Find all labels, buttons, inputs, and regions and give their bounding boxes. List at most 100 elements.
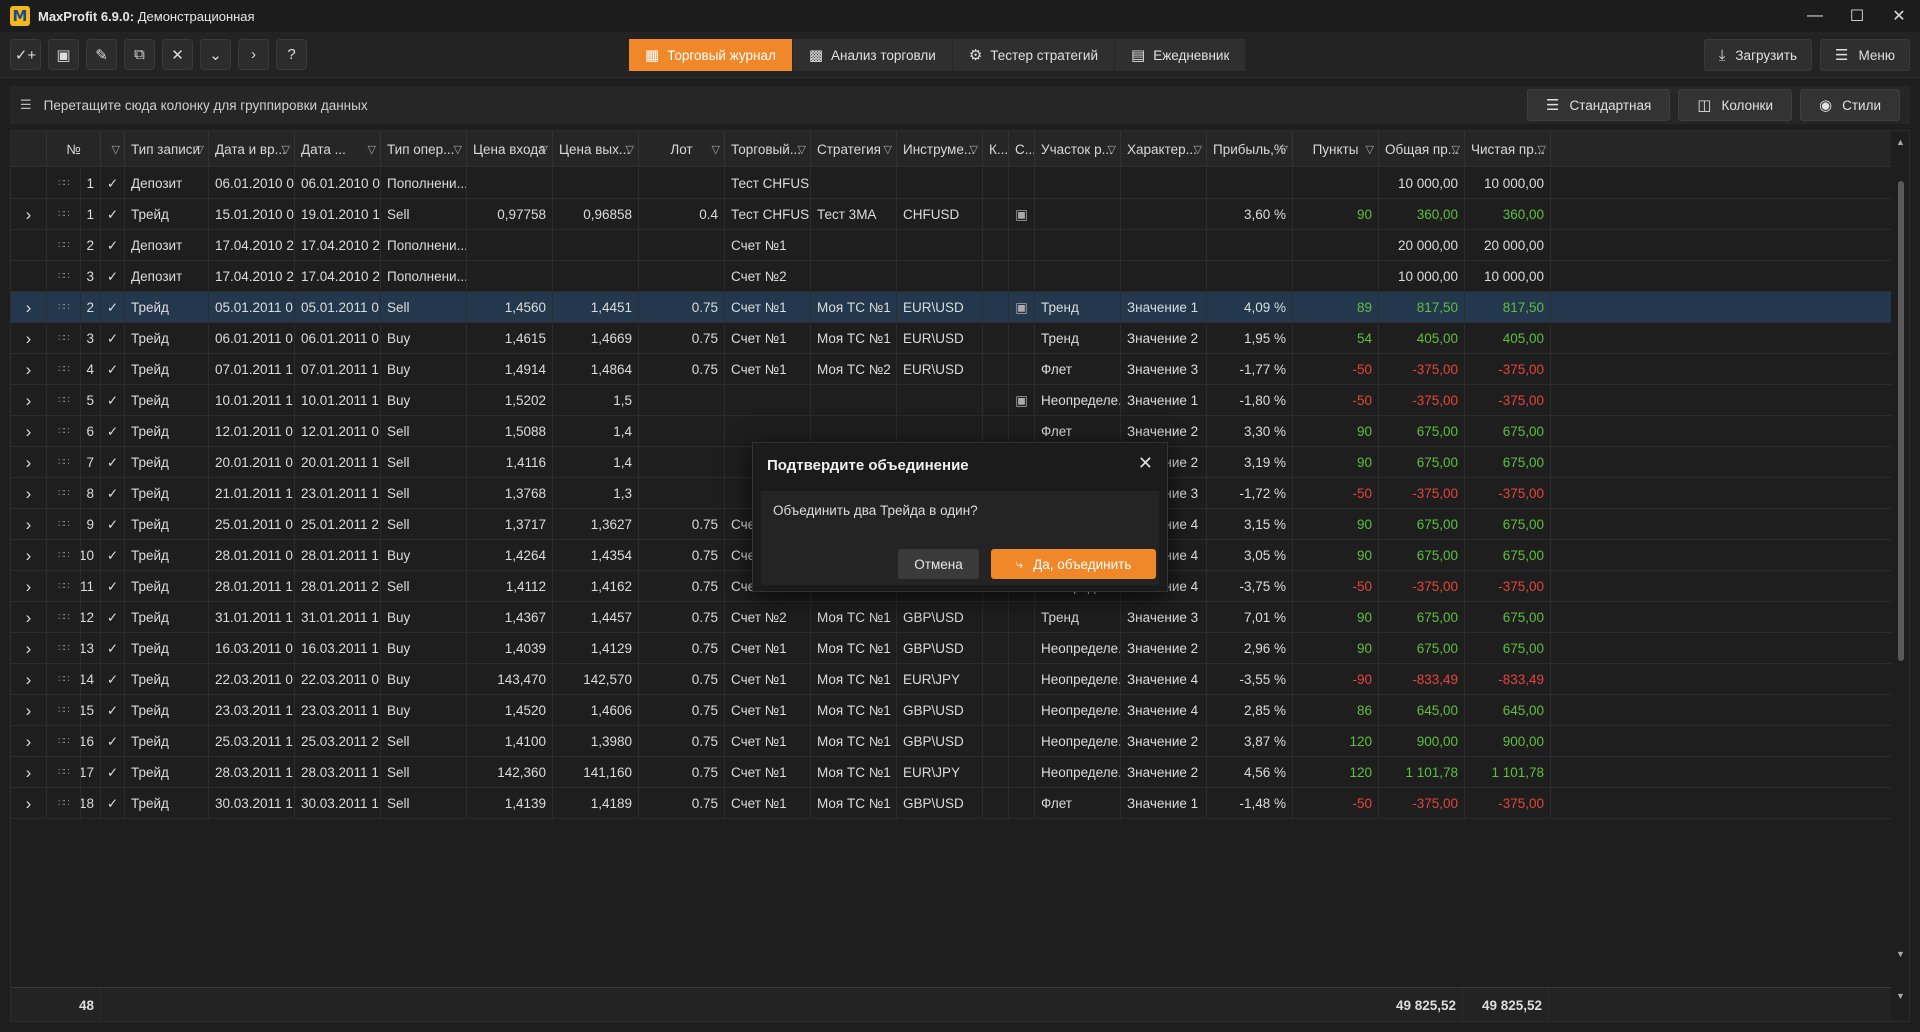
next-button[interactable]: › [238,39,269,70]
column-header-13[interactable]: С... [1009,131,1035,167]
column-header-5[interactable]: Тип опер... ▽ [381,131,467,167]
filter-icon[interactable]: ▽ [1193,143,1202,156]
vertical-scrollbar[interactable]: ▲ ▼ ▼ [1893,131,1909,1021]
expand-row-icon[interactable]: › [11,292,47,323]
scroll-end-icon[interactable]: ▼ [1896,991,1905,1001]
filter-icon[interactable]: ▽ [1279,143,1288,156]
drag-handle-icon[interactable]: ∷∷ [47,726,81,757]
filter-icon[interactable]: ▽ [367,143,376,156]
expand-row-icon[interactable]: › [11,695,47,726]
expand-row-icon[interactable]: › [11,416,47,447]
expand-row-icon[interactable]: › [11,788,47,819]
column-header-15[interactable]: Характер... ▽ [1121,131,1207,167]
drag-handle-icon[interactable]: ∷∷ [47,168,81,199]
drag-handle-icon[interactable]: ∷∷ [47,292,81,323]
column-header-4[interactable]: Дата ... ▽ [295,131,381,167]
drag-handle-icon[interactable]: ∷∷ [47,323,81,354]
drag-handle-icon[interactable]: ∷∷ [47,788,81,819]
confirm-merge-button[interactable]: ⤷ Да, объединить [991,549,1156,579]
filter-icon[interactable]: ▽ [453,143,462,156]
add-deposit-button[interactable]: ▣ [48,39,79,70]
column-header-19[interactable]: Чистая пр... ▽ [1465,131,1551,167]
column-header-11[interactable]: Инструме... ▽ [897,131,983,167]
column-header-6[interactable]: Цена входа ▽ [467,131,553,167]
maximize-button[interactable]: ☐ [1849,8,1865,25]
screenshot-icon[interactable]: ▣ [1009,385,1035,416]
scroll-thumb[interactable] [1898,181,1904,661]
column-header-14[interactable]: Участок р... ▽ [1035,131,1121,167]
expand-row-icon[interactable]: › [11,757,47,788]
screenshot-icon[interactable]: ▣ [1009,292,1035,323]
column-header-8[interactable]: Лот ▽ [639,131,725,167]
column-header-17[interactable]: Пункты ▽ [1293,131,1379,167]
drag-handle-icon[interactable]: ∷∷ [47,354,81,385]
menu-button[interactable]: ☰ Меню [1820,39,1910,71]
load-button[interactable]: ⤓ Загрузить [1703,39,1813,71]
drag-handle-icon[interactable]: ∷∷ [47,261,81,292]
drag-handle-icon[interactable]: ∷∷ [47,230,81,261]
tab-diary[interactable]: ▤ Ежедневник [1115,39,1247,71]
filter-icon[interactable]: ▽ [797,143,806,156]
tab-trade-analysis[interactable]: ▩ Анализ торговли [792,39,953,71]
drag-handle-icon[interactable]: ∷∷ [47,695,81,726]
standard-view-button[interactable]: ☰ Стандартная [1527,89,1671,121]
filter-icon[interactable]: ▽ [711,143,720,156]
filter-icon[interactable]: ▽ [1365,143,1374,156]
filter-icon[interactable]: ▽ [1537,143,1546,156]
drag-handle-icon[interactable]: ∷∷ [47,664,81,695]
tab-strategy-tester[interactable]: ⚙ Тестер стратегий [952,39,1116,71]
column-header-3[interactable]: Дата и вр... ▽ [209,131,295,167]
columns-button[interactable]: ◫ Колонки [1678,89,1792,121]
drag-handle-icon[interactable]: ∷∷ [47,540,81,571]
expand-row-icon[interactable]: › [11,726,47,757]
delete-button[interactable]: ✕ [162,39,193,70]
close-window-button[interactable]: ✕ [1892,8,1906,25]
filter-icon[interactable]: ▽ [969,143,978,156]
copy-button[interactable]: ⧉ [124,39,155,70]
expand-row-icon[interactable]: › [11,199,47,230]
expand-row-icon[interactable]: › [11,540,47,571]
drag-handle-icon[interactable]: ∷∷ [47,199,81,230]
filter-icon[interactable]: ▽ [1107,143,1116,156]
expand-row-icon[interactable]: › [11,664,47,695]
edit-button[interactable]: ✎ [86,39,117,70]
column-header-16[interactable]: Прибыль,% ▽ [1207,131,1293,167]
dropdown-button[interactable]: ⌄ [200,39,231,70]
filter-icon[interactable]: ▽ [111,143,120,156]
tab-trade-journal[interactable]: ▦ Торговый журнал [629,39,793,71]
column-header-9[interactable]: Торговый... ▽ [725,131,811,167]
drag-handle-icon[interactable]: ∷∷ [47,757,81,788]
column-header-7[interactable]: Цена вых... ▽ [553,131,639,167]
filter-icon[interactable]: ▽ [281,143,290,156]
add-record-button[interactable]: ✓+ [10,39,41,70]
column-header-0[interactable]: № [47,131,101,167]
column-header-2[interactable]: Тип записи ▽ [125,131,209,167]
expand-row-icon[interactable]: › [11,571,47,602]
expand-row-icon[interactable]: › [11,602,47,633]
column-header-18[interactable]: Общая пр... ▽ [1379,131,1465,167]
expand-row-icon[interactable]: › [11,447,47,478]
column-header-12[interactable]: К... [983,131,1009,167]
expand-row-icon[interactable]: › [11,509,47,540]
filter-icon[interactable]: ▽ [625,143,634,156]
expand-row-icon[interactable]: › [11,633,47,664]
screenshot-icon[interactable]: ▣ [1009,199,1035,230]
expand-row-icon[interactable]: › [11,478,47,509]
drag-handle-icon[interactable]: ∷∷ [47,602,81,633]
scroll-up-icon[interactable]: ▲ [1896,137,1905,147]
filter-icon[interactable]: ▽ [195,143,204,156]
drag-handle-icon[interactable]: ∷∷ [47,478,81,509]
close-icon[interactable]: ✕ [1137,453,1153,473]
filter-icon[interactable]: ▽ [883,143,892,156]
filter-icon[interactable]: ▽ [539,143,548,156]
